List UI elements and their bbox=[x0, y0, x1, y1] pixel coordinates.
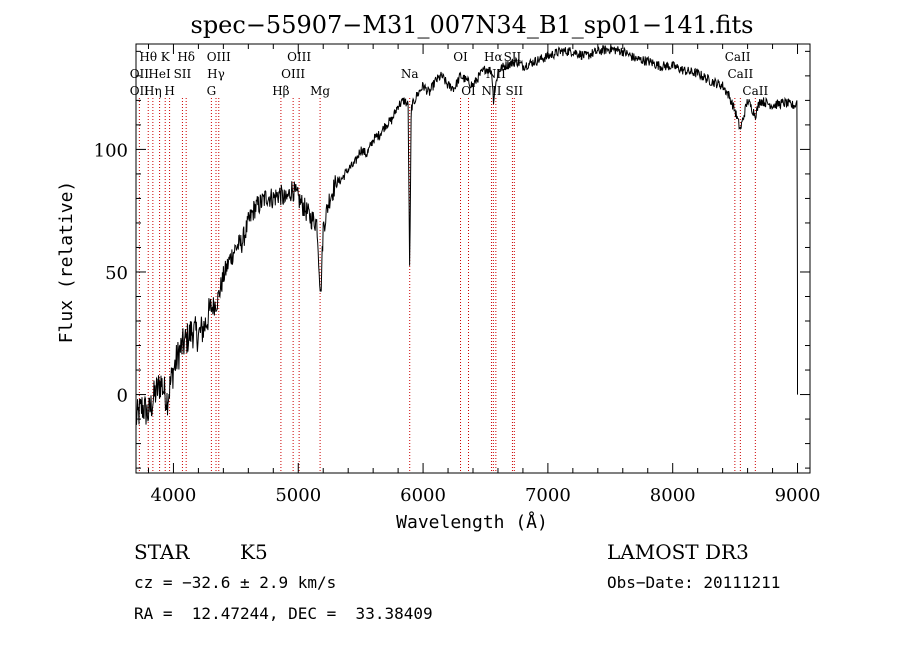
line-label: H bbox=[164, 84, 174, 98]
y-axis: 0 50 100 bbox=[94, 50, 810, 469]
observation-date: Obs−Date: 20111211 bbox=[607, 573, 780, 592]
y-tick-label: 100 bbox=[94, 140, 128, 161]
line-label: OI bbox=[461, 84, 476, 98]
line-label: G bbox=[207, 84, 217, 98]
object-class: STAR bbox=[134, 540, 190, 564]
y-tick-label: 50 bbox=[105, 263, 128, 284]
x-tick-label: 5000 bbox=[275, 485, 321, 506]
line-label: HeI bbox=[148, 67, 171, 81]
line-label: SII bbox=[504, 50, 522, 64]
spectral-line-markers bbox=[138, 98, 756, 473]
line-label: OIII bbox=[281, 67, 305, 81]
line-label: CaII bbox=[727, 67, 753, 81]
line-label: OI bbox=[453, 50, 468, 64]
line-label: SII bbox=[174, 67, 192, 81]
coordinates: RA = 12.47244, DEC = 33.38409 bbox=[134, 604, 433, 623]
line-label: CaII bbox=[725, 50, 751, 64]
y-tick-label: 0 bbox=[117, 386, 128, 407]
line-label: OIII bbox=[287, 50, 311, 64]
line-label: Mg bbox=[310, 84, 330, 98]
plot-frame bbox=[135, 43, 811, 474]
line-label: K bbox=[161, 50, 171, 64]
line-label: Hγ bbox=[207, 67, 225, 81]
spectrum-line bbox=[136, 44, 798, 425]
x-tick-label: 4000 bbox=[151, 485, 197, 506]
line-label: Hδ bbox=[177, 50, 195, 64]
line-label: OII bbox=[130, 67, 150, 81]
line-label: Hα bbox=[484, 50, 503, 64]
redshift-velocity: cz = −32.6 ± 2.9 km/s bbox=[134, 573, 336, 592]
line-label: NII bbox=[481, 84, 501, 98]
line-label: OIII bbox=[207, 50, 231, 64]
x-axis: 4000 5000 6000 7000 8000 9000 bbox=[147, 44, 821, 506]
x-tick-label: 7000 bbox=[525, 485, 571, 506]
line-label: Hθ bbox=[139, 50, 157, 64]
x-tick-label: 8000 bbox=[650, 485, 696, 506]
x-tick-label: 9000 bbox=[775, 485, 821, 506]
chart-title: spec−55907−M31_007N34_B1_sp01−141.fits bbox=[191, 11, 754, 39]
line-label: CaII bbox=[742, 84, 768, 98]
line-label: Hη bbox=[144, 84, 162, 98]
line-label: SII bbox=[505, 84, 523, 98]
y-axis-label: Flux (relative) bbox=[56, 181, 77, 344]
line-label: Na bbox=[401, 67, 419, 81]
line-label: OII bbox=[130, 84, 150, 98]
x-tick-label: 6000 bbox=[400, 485, 446, 506]
x-axis-label: Wavelength (Å) bbox=[396, 511, 548, 533]
object-subclass: K5 bbox=[240, 540, 268, 564]
line-label: Hβ bbox=[272, 84, 289, 98]
survey-name: LAMOST DR3 bbox=[607, 540, 749, 564]
